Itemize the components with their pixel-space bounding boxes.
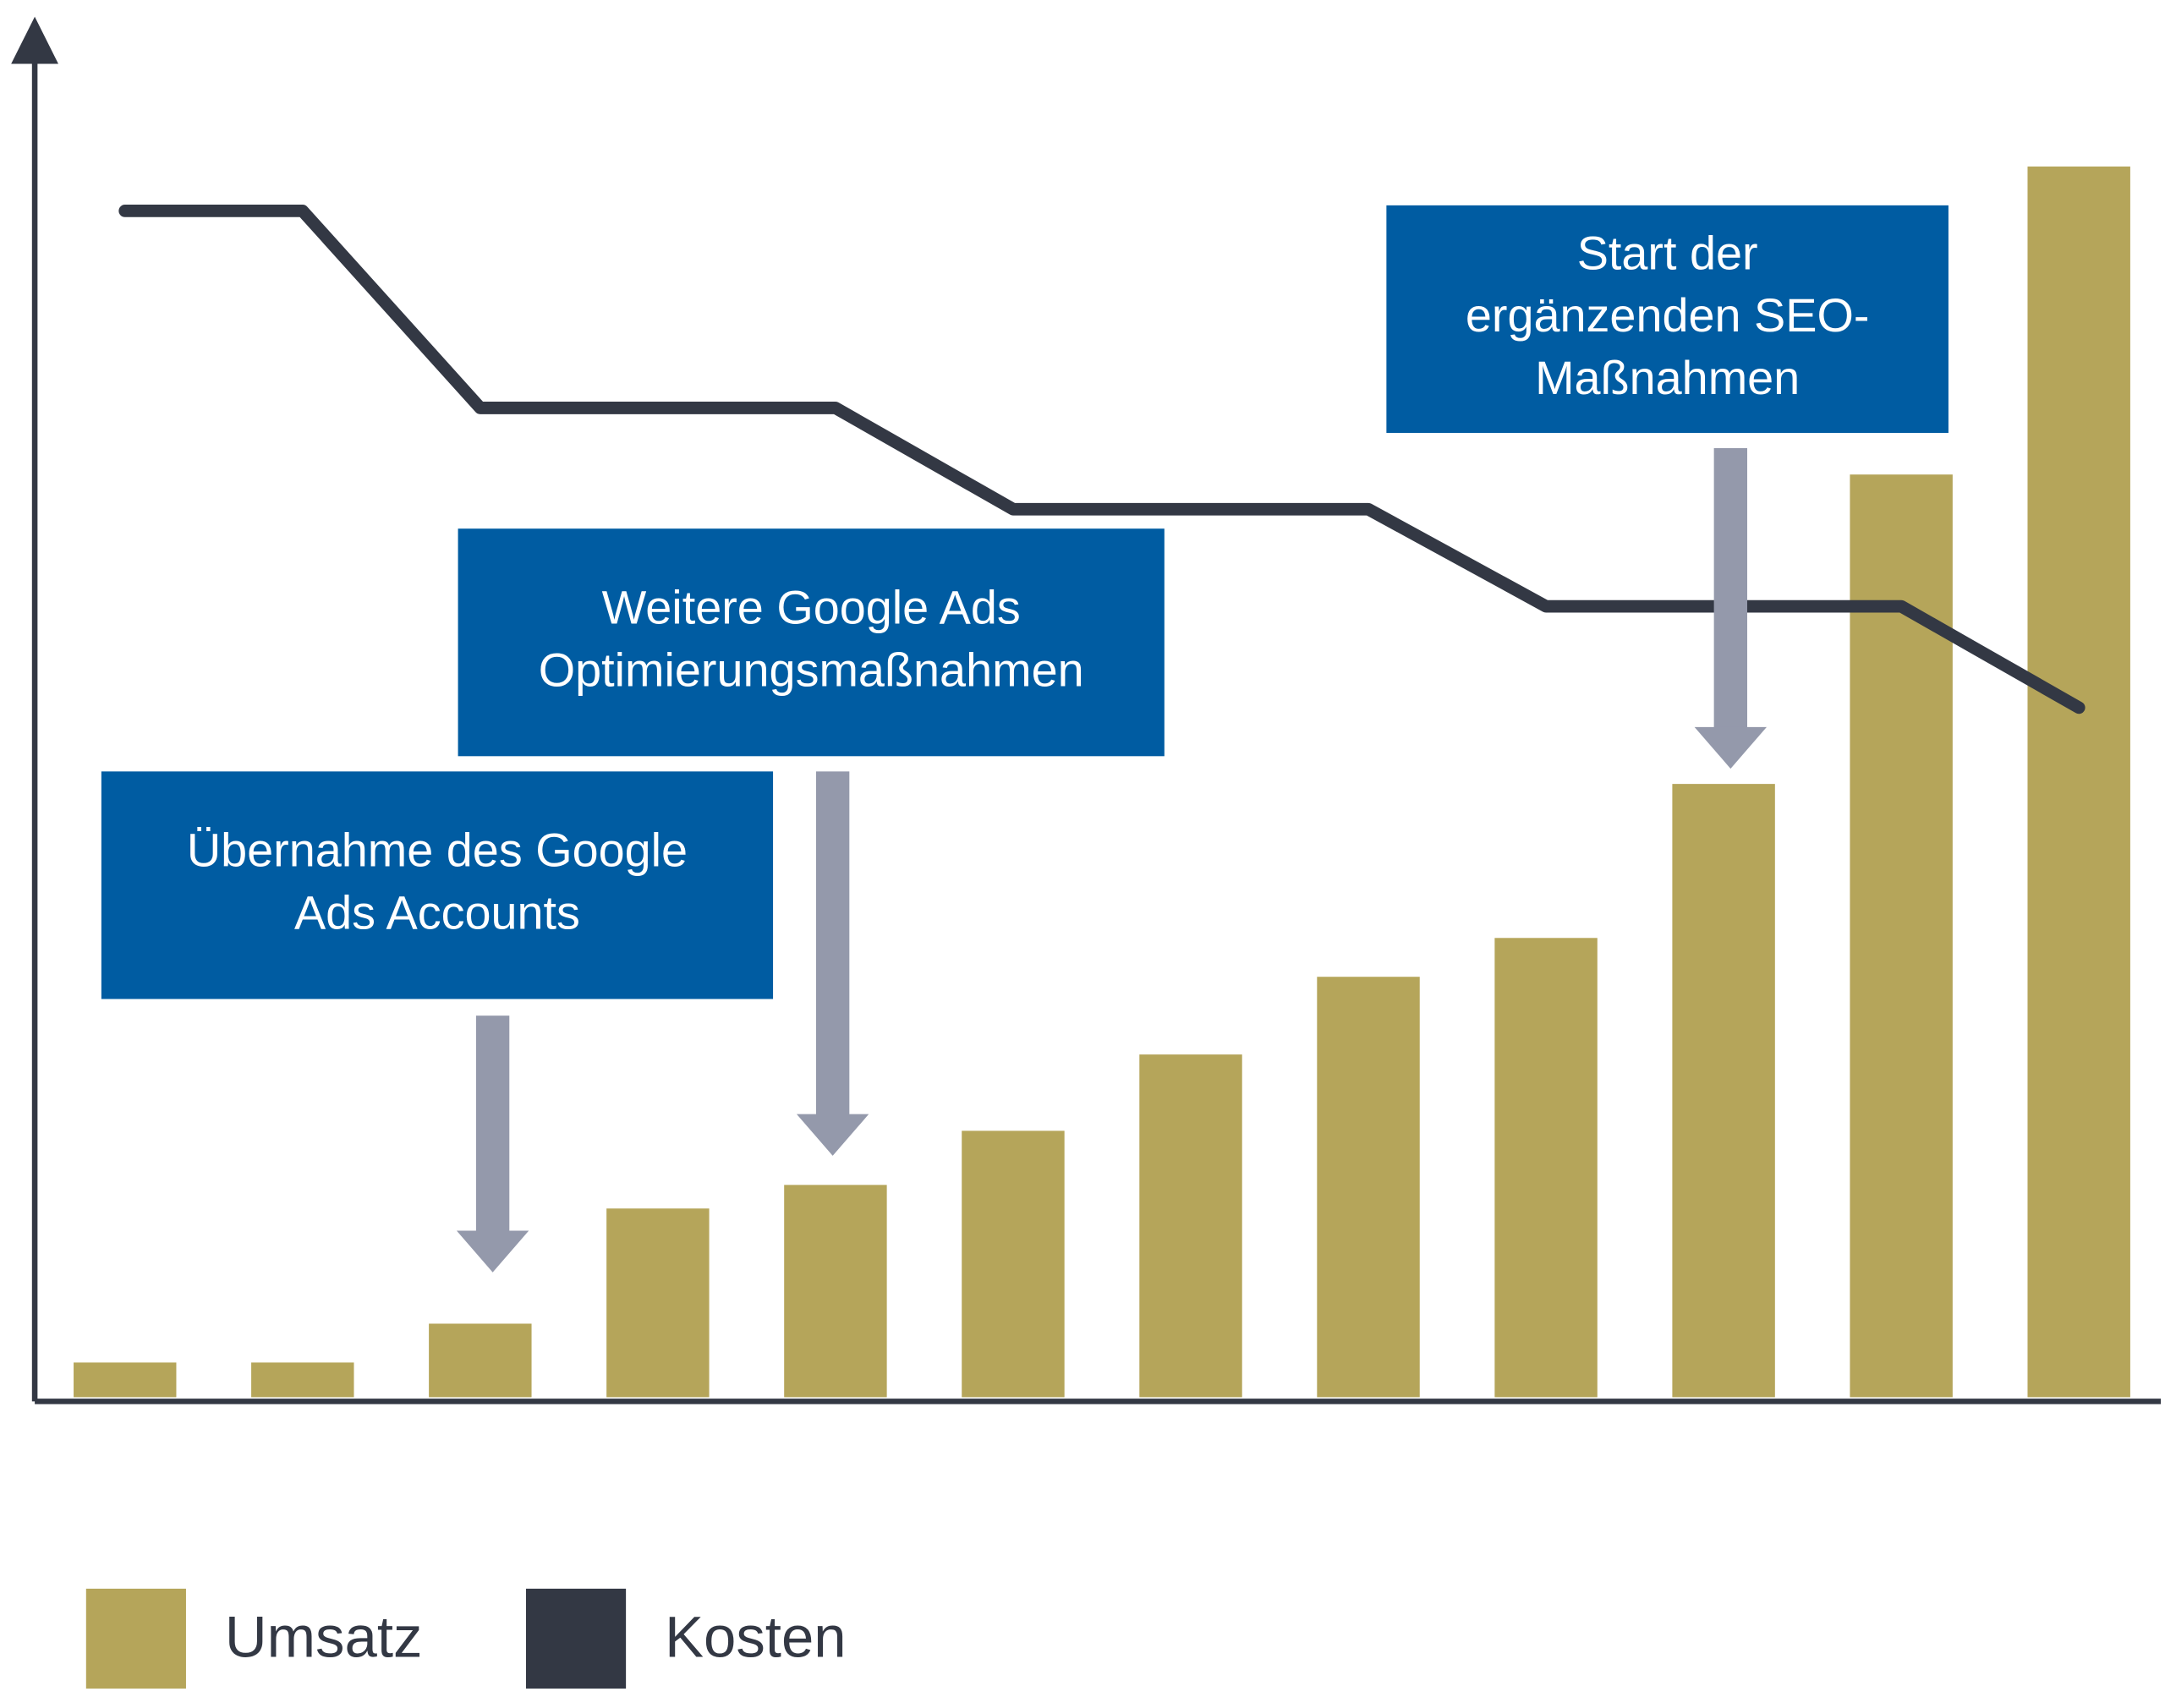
bar (2027, 166, 2130, 1398)
bar (74, 1362, 177, 1398)
annotation-arrow-shaft (475, 1015, 510, 1234)
annotation-text: Maßnahmen (1535, 351, 1800, 404)
legend-swatch (85, 1588, 186, 1689)
annotation-text: Weitere Google Ads (602, 581, 1021, 634)
annotation-arrow-shaft (1713, 448, 1748, 731)
bar (251, 1362, 354, 1398)
annotation-box (1386, 205, 1948, 433)
bar (784, 1185, 887, 1398)
bar (1672, 784, 1775, 1398)
y-axis-arrow (11, 16, 58, 64)
annotation-box (101, 771, 774, 999)
bar (1317, 977, 1420, 1398)
annotation-arrow-head (1694, 726, 1767, 769)
line (118, 205, 2086, 714)
legend-swatch (525, 1588, 627, 1689)
annotation-text: Ads Accounts (294, 886, 580, 939)
annotation-text: Optimierungsmaßnahmen (539, 643, 1084, 696)
legend-label: Umsatz (225, 1604, 423, 1669)
annotation-text: Übernahme des Google (187, 824, 688, 877)
bar (606, 1208, 710, 1398)
annotation-box (458, 528, 1165, 757)
annotation-text: Start der (1577, 226, 1758, 279)
bar (1494, 938, 1598, 1398)
legend-label: Kosten (665, 1604, 847, 1669)
bar (429, 1323, 532, 1398)
bar (962, 1130, 1065, 1398)
bar (1139, 1054, 1242, 1398)
annotation-arrow-head (796, 1114, 869, 1156)
annotation-text: ergänzenden SEO- (1466, 288, 1870, 342)
annotation-arrow-shaft (815, 771, 850, 1117)
annotation-arrow-head (456, 1230, 529, 1273)
